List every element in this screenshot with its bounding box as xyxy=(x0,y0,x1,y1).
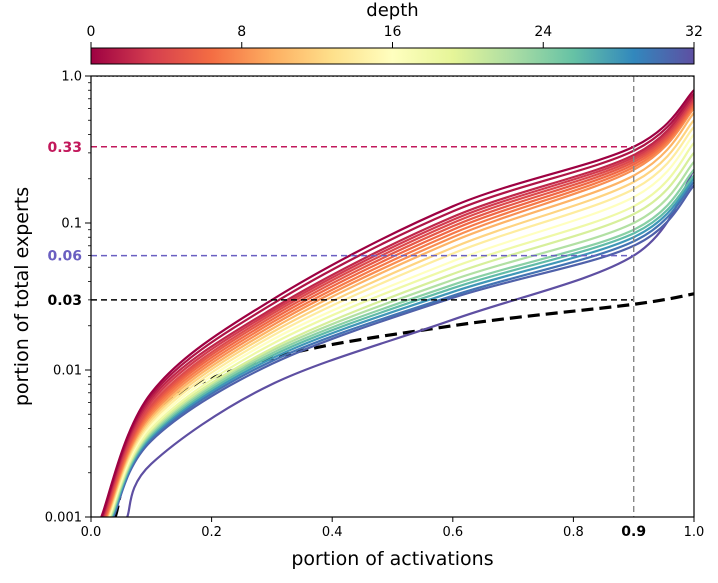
y-tick-label: 0.01 xyxy=(53,364,82,379)
x-axis-label: portion of activations xyxy=(291,548,493,570)
series-line xyxy=(112,184,694,517)
x-tick-label: 1.0 xyxy=(684,525,705,540)
reference-curve-lower-bound xyxy=(113,292,694,517)
colorbar-tick-label: 0 xyxy=(87,24,96,40)
colorbar-tick-label: 8 xyxy=(237,24,246,40)
x-tick-label: 0.0 xyxy=(81,525,102,540)
x-tick-label: 0.2 xyxy=(201,525,222,540)
x-axis-ticks: 0.0 0.2 0.4 0.6 0.8 1.0 xyxy=(81,517,705,540)
y-axis-ticks: 0.001 0.01 0.1 1.0 xyxy=(45,70,91,526)
series-line xyxy=(103,101,694,517)
x-tick-label: 0.6 xyxy=(442,525,463,540)
series-line xyxy=(108,142,694,517)
y-tick-label: 0.001 xyxy=(45,511,82,526)
y-tick-label: 1.0 xyxy=(61,70,82,85)
colorbar-ticks: 0 8 16 24 32 xyxy=(87,24,703,48)
annotation-hline-label: 0.06 xyxy=(47,249,82,265)
series-line xyxy=(109,169,694,517)
colorbar-tick-label: 24 xyxy=(534,24,552,40)
annotation-hline-label: 0.33 xyxy=(47,140,82,156)
y-axis-label: portion of total experts xyxy=(11,187,33,406)
colorbar-label: depth xyxy=(366,0,418,21)
series-line xyxy=(103,103,694,517)
series-line xyxy=(106,119,694,517)
colorbar-tick-label: 32 xyxy=(685,24,703,40)
y-tick-label: 0.1 xyxy=(61,217,82,232)
series-line xyxy=(109,161,694,517)
colorbar xyxy=(90,47,695,65)
annotation-hline-label: 0.03 xyxy=(47,293,82,309)
series-line xyxy=(110,174,694,517)
annotation-vline-label: 0.9 xyxy=(621,524,646,540)
colorbar-tick-label: 16 xyxy=(384,24,402,40)
series-line xyxy=(105,112,694,517)
series-line xyxy=(107,133,694,517)
series-line xyxy=(106,126,694,517)
series-line xyxy=(126,169,694,517)
x-tick-label: 0.8 xyxy=(563,525,584,540)
x-tick-label: 0.4 xyxy=(322,525,343,540)
series-line xyxy=(101,95,694,517)
series-line xyxy=(108,152,694,517)
plot-frame xyxy=(90,75,695,518)
